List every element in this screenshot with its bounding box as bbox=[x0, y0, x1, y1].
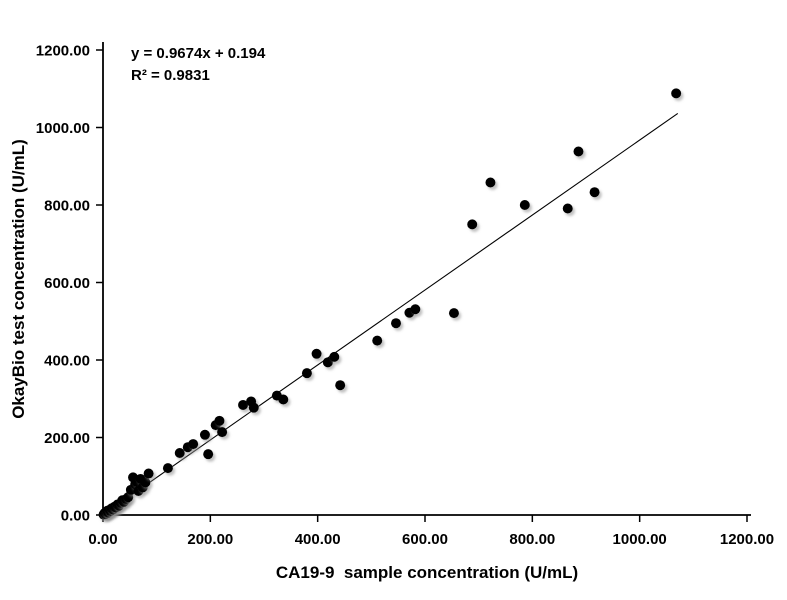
y-axis-title: OkayBio test concentration (U/mL) bbox=[9, 139, 28, 419]
data-point bbox=[562, 203, 573, 214]
data-point bbox=[589, 187, 600, 198]
data-point bbox=[671, 88, 682, 99]
x-tick-label: 1200.00 bbox=[720, 531, 774, 548]
y-tick-label: 400.00 bbox=[44, 353, 90, 370]
x-tick-label: 1000.00 bbox=[613, 531, 667, 548]
data-point bbox=[188, 439, 199, 450]
plot-area: 0.00 200.00 400.00 600.00 800.00 1000.00 1200.… bbox=[36, 42, 774, 548]
trend-line bbox=[104, 112, 679, 515]
data-point bbox=[143, 468, 154, 479]
data-point bbox=[573, 146, 584, 157]
data-point bbox=[203, 449, 214, 460]
data-point bbox=[162, 463, 173, 474]
x-axis-title: CA19-9 sample concentration (U/mL) bbox=[276, 563, 578, 582]
y-tick-label: 800.00 bbox=[44, 198, 90, 215]
y-tick-label: 200.00 bbox=[44, 430, 90, 447]
data-point bbox=[391, 318, 402, 329]
data-point bbox=[301, 368, 312, 379]
x-tick-label: 0.00 bbox=[88, 531, 117, 548]
data-point bbox=[278, 394, 289, 405]
x-tick-label: 600.00 bbox=[402, 531, 448, 548]
data-point bbox=[519, 200, 530, 210]
y-tick-label: 1200.00 bbox=[36, 43, 90, 60]
data-point bbox=[372, 335, 383, 346]
data-point bbox=[311, 348, 322, 359]
data-point bbox=[174, 448, 185, 458]
data-point bbox=[199, 429, 210, 440]
x-tick-label: 400.00 bbox=[295, 531, 341, 548]
x-tick-label: 200.00 bbox=[187, 531, 233, 548]
data-point bbox=[217, 427, 228, 438]
data-point bbox=[448, 308, 459, 319]
data-point bbox=[329, 351, 340, 362]
data-point bbox=[467, 219, 478, 230]
data-point bbox=[248, 402, 259, 413]
data-point bbox=[410, 304, 421, 315]
y-tick-label: 0.00 bbox=[61, 508, 90, 525]
r-squared-label: R² = 0.9831 bbox=[131, 67, 210, 84]
x-tick-label: 800.00 bbox=[509, 531, 555, 548]
data-point bbox=[238, 399, 249, 410]
y-tick-label: 1000.00 bbox=[36, 120, 90, 137]
data-point bbox=[485, 177, 496, 188]
data-point bbox=[214, 415, 225, 426]
y-tick-label: 600.00 bbox=[44, 275, 90, 292]
data-point bbox=[140, 477, 151, 488]
data-point bbox=[335, 380, 346, 391]
equation-label: y = 0.9674x + 0.194 bbox=[131, 45, 266, 62]
